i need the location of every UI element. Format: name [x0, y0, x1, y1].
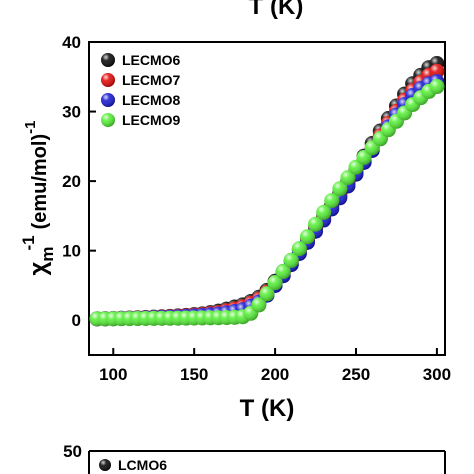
legend-marker-shine [101, 73, 115, 87]
legend-label: LECMO9 [122, 112, 181, 128]
legend-label: LECMO6 [122, 52, 181, 68]
legend-marker-shine [101, 113, 115, 127]
x-axis-title: T (K) [240, 395, 295, 422]
y-tick-label: 40 [62, 33, 81, 52]
data-point-shine [429, 63, 445, 79]
lower-panel: 50 LCMO6 [63, 442, 446, 474]
data-point-shine [299, 229, 315, 245]
y-tick-label: 30 [62, 103, 81, 122]
lower-legend-marker-shine [99, 459, 111, 471]
top-cut-x-axis-title: T (K) [249, 0, 304, 20]
y-axis-subscript: m [38, 247, 57, 262]
y-axis-units: (emu/mol) [29, 134, 51, 230]
x-tick-label: 100 [99, 365, 127, 384]
y-axis-ticks: 0 10 20 30 40 [62, 33, 96, 330]
plot-frame [88, 41, 446, 356]
data-point-shine [340, 170, 356, 186]
y-tick-label: 10 [62, 242, 81, 261]
legend-item-lecmo7: LECMO7 [101, 72, 181, 88]
data-point-shine [275, 264, 291, 280]
data-point-shine [308, 216, 324, 232]
legend: LECMO6 LECMO7 LECMO8 LECMO9 [101, 52, 181, 128]
data-point-shine [283, 252, 299, 268]
legend-item-lecmo9: LECMO9 [101, 112, 181, 128]
legend-item-lecmo6: LECMO6 [101, 52, 181, 68]
x-tick-label: 300 [423, 365, 451, 384]
legend-item-lecmo8: LECMO8 [101, 92, 181, 108]
lower-legend-label: LCMO6 [118, 457, 167, 473]
y-tick-label: 0 [72, 311, 81, 330]
data-point-shine [291, 241, 307, 257]
legend-marker-shine [101, 53, 115, 67]
x-tick-label: 150 [180, 365, 208, 384]
x-tick-label: 250 [342, 365, 370, 384]
y-axis-superscript: -1 [19, 235, 38, 250]
legend-label: LECMO8 [122, 92, 181, 108]
data-point-shine [332, 181, 348, 197]
x-tick-label: 200 [261, 365, 289, 384]
lower-legend-item: LCMO6 [99, 457, 167, 473]
y-tick-label: 20 [62, 172, 81, 191]
lower-panel-y-tick-label: 50 [63, 442, 82, 461]
data-point-shine [259, 286, 275, 302]
y-axis-units-superscript: -1 [22, 121, 39, 134]
x-axis-ticks: 100 150 200 250 300 [99, 348, 451, 384]
y-axis-title: χm-1(emu/mol)-1 [19, 121, 57, 276]
legend-label: LECMO7 [122, 72, 181, 88]
data-point-shine [267, 275, 283, 291]
series-layer [89, 56, 445, 327]
data-point-shine [324, 193, 340, 209]
data-point-shine [429, 79, 445, 95]
y-axis-symbol: χ [25, 261, 52, 275]
series-lecmo9 [89, 79, 445, 327]
data-point-shine [316, 204, 332, 220]
legend-marker-shine [101, 93, 115, 107]
data-point-shine [251, 297, 267, 313]
